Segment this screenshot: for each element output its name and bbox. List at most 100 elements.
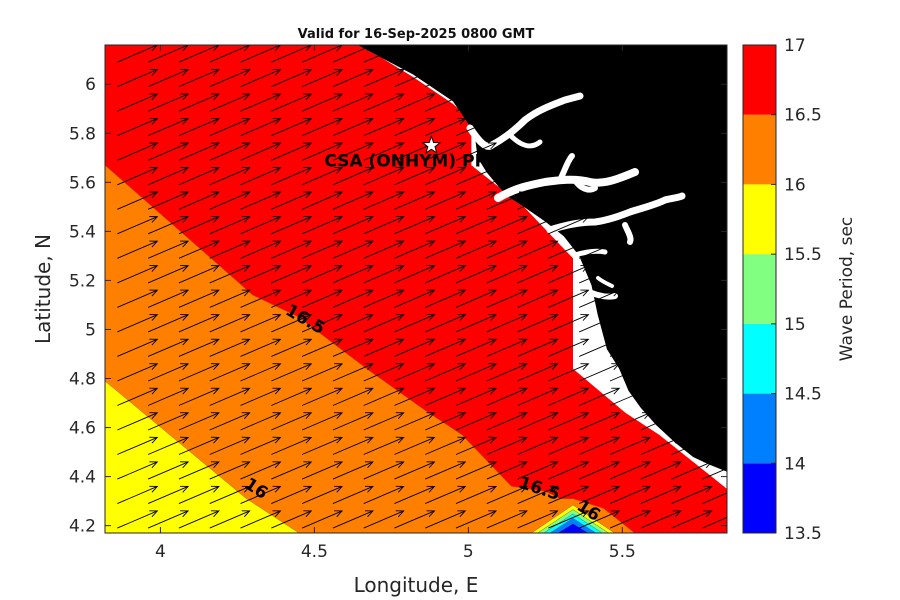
wave-arrow-head xyxy=(210,93,220,101)
wave-arrow-head xyxy=(241,68,251,76)
wave-arrow xyxy=(271,510,312,529)
wave-arrow xyxy=(147,265,189,284)
wave-arrow-head xyxy=(518,363,528,371)
wave-arrow xyxy=(240,93,281,112)
colorbar-swatch xyxy=(743,184,776,255)
wave-arrow-head xyxy=(303,338,313,346)
wave-arrow-head xyxy=(672,461,682,469)
wave-arrow xyxy=(486,289,528,308)
wave-arrow-head xyxy=(241,510,251,518)
wave-arrow xyxy=(147,93,189,112)
wave-arrow xyxy=(425,93,466,112)
wave-arrow-head xyxy=(334,240,344,248)
wave-arrow xyxy=(178,338,220,357)
wave-arrow-head xyxy=(611,265,621,272)
wave-arrow xyxy=(455,167,497,186)
wave-arrow xyxy=(117,387,158,406)
wave-arrow-head xyxy=(395,363,405,371)
wave-arrow-head xyxy=(149,510,159,518)
wave-arrow xyxy=(240,191,281,210)
wave-arrow xyxy=(425,461,466,480)
wave-arrow-head xyxy=(641,510,652,518)
wave-arrow-head xyxy=(426,314,436,321)
wave-arrow xyxy=(425,191,466,210)
wave-arrow-head xyxy=(149,45,158,52)
wave-arrow xyxy=(271,191,312,210)
wave-arrow xyxy=(178,167,220,186)
wave-arrow-head xyxy=(334,412,344,420)
wave-arrow-head xyxy=(210,338,220,346)
wave-arrow-head xyxy=(611,314,621,321)
wave-arrow-head xyxy=(303,142,313,150)
wave-arrow-head xyxy=(395,412,405,420)
wave-arrow-head xyxy=(518,461,528,469)
wave-arrow-head xyxy=(518,412,528,420)
wave-arrow xyxy=(147,461,189,480)
wave-arrow-head xyxy=(611,289,621,297)
wave-arrow xyxy=(517,240,558,259)
wave-arrow xyxy=(117,142,158,161)
wave-arrow-head xyxy=(180,191,190,199)
wave-arrow-head xyxy=(364,289,374,297)
wave-arrow-head xyxy=(488,363,498,371)
wave-arrow xyxy=(240,118,281,137)
wave-arrow xyxy=(425,289,466,308)
wave-arrow-head xyxy=(180,412,190,420)
wave-arrow-head xyxy=(426,117,436,125)
river-channel xyxy=(546,192,686,234)
wave-arrow xyxy=(332,142,374,161)
wave-arrow-head xyxy=(364,93,374,101)
wave-arrow-head xyxy=(210,387,220,395)
wave-arrow-head xyxy=(334,142,344,150)
colorbar-swatch xyxy=(743,323,776,394)
wave-arrow-head xyxy=(241,436,251,444)
wave-arrow-head xyxy=(149,68,159,76)
wave-arrow-head xyxy=(488,167,498,174)
wave-arrow-head xyxy=(395,167,405,174)
wave-arrow xyxy=(425,510,466,529)
colorbar-swatch xyxy=(743,114,776,185)
wave-arrow xyxy=(301,485,343,505)
wave-arrow xyxy=(209,338,250,357)
wave-arrow-head xyxy=(488,142,498,150)
wave-arrow-head xyxy=(426,412,436,420)
colorbar-label: Wave Period, sec xyxy=(837,217,857,362)
wave-arrow-head xyxy=(272,191,282,199)
wave-arrow xyxy=(178,363,220,382)
wave-arrow-head xyxy=(426,510,436,518)
wave-arrow-head xyxy=(518,510,528,518)
wave-arrow-head xyxy=(518,436,528,444)
wave-arrow-head xyxy=(641,338,652,346)
wave-arrow-head xyxy=(395,338,405,346)
wave-arrow-head xyxy=(457,68,467,76)
colorbar-tick-label: 16 xyxy=(784,175,806,195)
wave-arrow xyxy=(240,240,281,259)
wave-arrow xyxy=(332,118,374,137)
wave-arrow-head xyxy=(703,510,713,518)
wave-arrow-head xyxy=(488,240,498,248)
wave-arrow-head xyxy=(210,363,220,371)
y-axis-label: Latitude, N xyxy=(31,234,55,344)
wave-arrow-head xyxy=(334,363,344,371)
wave-arrow xyxy=(117,289,158,308)
wave-arrow xyxy=(579,461,620,480)
wave-arrow xyxy=(240,265,281,284)
wave-arrow xyxy=(455,338,497,357)
wave-arrow-head xyxy=(364,240,374,248)
wave-arrow xyxy=(548,412,589,431)
wave-arrow-head xyxy=(488,338,498,346)
wave-arrow xyxy=(178,387,220,406)
wave-arrow xyxy=(209,387,250,406)
wave-arrow xyxy=(271,338,312,357)
wave-arrow-head xyxy=(518,167,528,174)
wave-arrow xyxy=(702,492,727,505)
wave-arrow-head xyxy=(395,240,405,248)
wave-arrow xyxy=(117,338,158,357)
wave-arrow xyxy=(486,510,528,529)
wave-arrow xyxy=(609,510,651,529)
wave-arrow-head xyxy=(395,117,405,125)
wave-arrow-head xyxy=(488,191,498,199)
wave-arrow-head xyxy=(180,289,190,297)
wave-arrow-head xyxy=(272,93,282,101)
wave-arrow-head xyxy=(549,363,559,371)
